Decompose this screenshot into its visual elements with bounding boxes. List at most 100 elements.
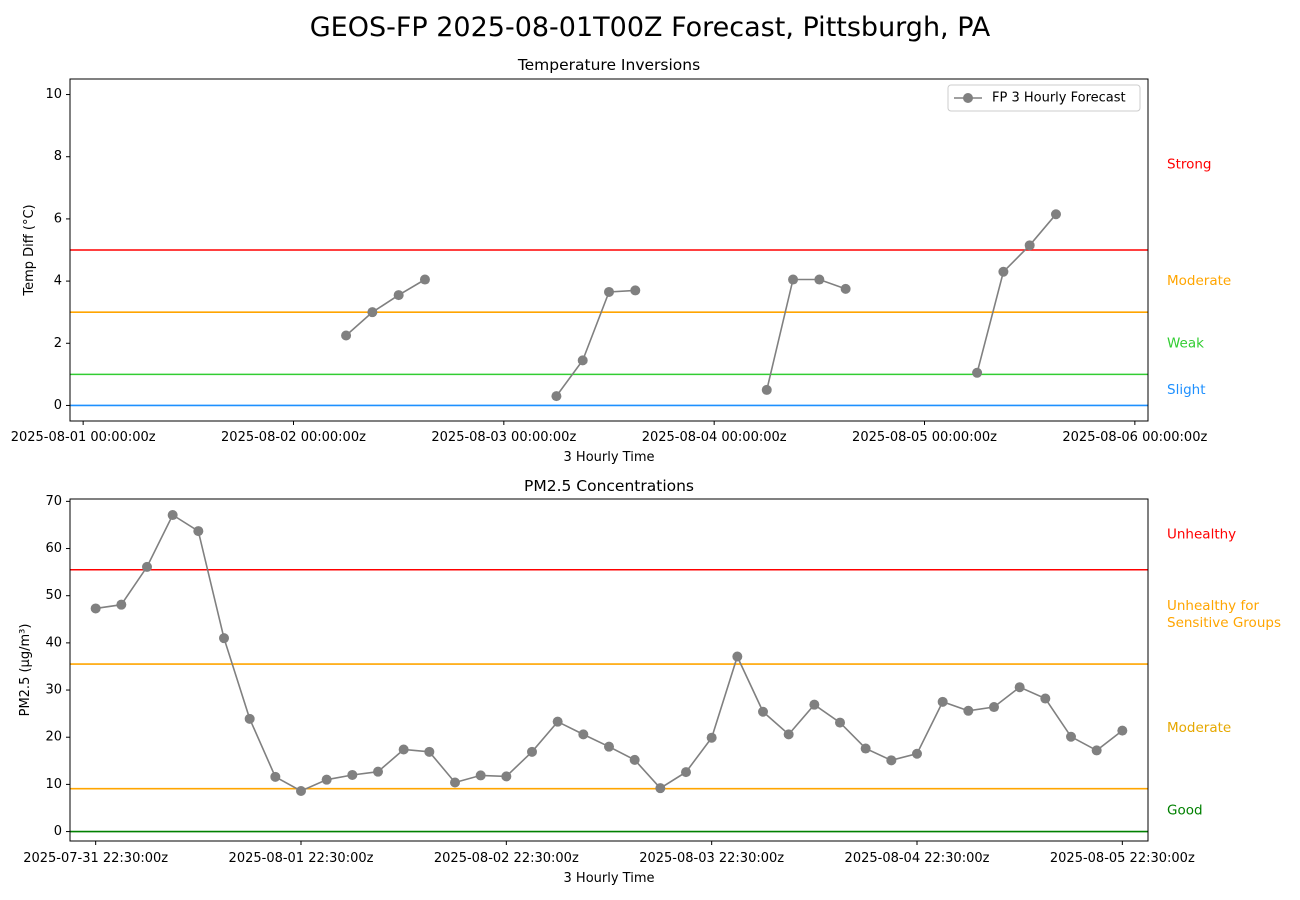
data-point xyxy=(527,746,537,757)
data-point xyxy=(424,746,435,757)
data-point xyxy=(681,767,691,778)
data-point xyxy=(1040,693,1051,704)
x-axis-label: 3 Hourly Time xyxy=(564,450,655,465)
data-point xyxy=(604,741,614,752)
x-tick-label: 2025-08-03 00:00:00z xyxy=(431,430,576,445)
threshold-label: Good xyxy=(1167,802,1203,818)
data-point xyxy=(761,384,772,395)
y-axis-label: Temp Diff (°C) xyxy=(22,204,37,296)
data-point xyxy=(937,696,948,707)
data-point xyxy=(270,771,281,782)
x-tick-label: 2025-08-04 22:30:00z xyxy=(845,851,990,866)
y-axis-label: PM2.5 (µg/m³) xyxy=(18,624,33,717)
series-line xyxy=(766,278,846,391)
data-point xyxy=(90,603,101,614)
data-point xyxy=(116,599,127,610)
data-point xyxy=(219,633,229,644)
series-line xyxy=(345,278,426,337)
figure-title: GEOS-FP 2025-08-01T00Z Forecast, Pittsbu… xyxy=(309,12,991,43)
threshold-label: Moderate xyxy=(1167,720,1231,736)
data-point xyxy=(347,769,358,780)
data-point xyxy=(552,716,563,727)
data-point xyxy=(1024,240,1035,251)
data-point xyxy=(244,713,255,724)
data-point xyxy=(475,770,486,781)
data-point xyxy=(193,526,204,537)
data-point xyxy=(998,266,1009,277)
data-point xyxy=(450,777,460,788)
data-point xyxy=(989,702,999,713)
y-tick-label: 0 xyxy=(54,398,62,413)
data-point xyxy=(296,785,306,796)
data-point xyxy=(604,286,614,297)
threshold-label: Slight xyxy=(1167,382,1206,398)
data-point xyxy=(840,283,851,294)
threshold-label: Strong xyxy=(1167,157,1212,173)
y-tick-label: 10 xyxy=(45,777,62,792)
data-point xyxy=(321,774,332,785)
y-tick-label: 20 xyxy=(45,730,62,745)
data-point xyxy=(758,706,768,717)
legend: FP 3 Hourly Forecast xyxy=(947,84,1141,112)
threshold-label: Moderate xyxy=(1167,273,1231,289)
data-point xyxy=(1091,745,1102,756)
data-point xyxy=(912,748,922,759)
y-tick-label: 0 xyxy=(54,824,62,839)
y-tick-label: 4 xyxy=(54,274,62,289)
data-point xyxy=(835,717,845,728)
y-tick-label: 40 xyxy=(45,635,62,650)
data-point xyxy=(809,699,820,710)
y-tick-label: 60 xyxy=(45,541,62,556)
y-tick-label: 50 xyxy=(45,588,62,603)
data-point xyxy=(419,274,430,285)
chart-panel-2: PM2.5 Concentrations Good Moderate Unhealth… xyxy=(18,477,1281,886)
legend-marker xyxy=(963,93,973,103)
x-tick-label: 2025-08-01 22:30:00z xyxy=(229,851,374,866)
x-tick-label: 2025-08-01 00:00:00z xyxy=(11,430,156,445)
data-point xyxy=(732,651,743,662)
x-tick-label: 2025-08-02 00:00:00z xyxy=(221,430,366,445)
x-tick-label: 2025-08-05 00:00:00z xyxy=(852,430,997,445)
data-point xyxy=(788,274,799,285)
data-point xyxy=(783,729,794,740)
x-tick-label: 2025-08-05 22:30:00z xyxy=(1050,851,1195,866)
data-point xyxy=(1066,731,1076,742)
data-point xyxy=(860,743,871,754)
data-point xyxy=(886,755,897,766)
y-tick-label: 8 xyxy=(54,149,62,164)
data-point xyxy=(629,754,640,765)
data-point xyxy=(501,771,512,782)
data-point xyxy=(814,274,825,285)
legend-box xyxy=(947,84,1141,112)
series-line xyxy=(555,289,636,397)
data-point xyxy=(706,732,717,743)
data-point xyxy=(393,290,404,301)
data-point xyxy=(1014,682,1025,693)
data-point xyxy=(373,766,383,777)
data-point xyxy=(577,355,588,366)
data-point xyxy=(655,783,666,794)
data-point xyxy=(551,391,562,402)
data-point xyxy=(142,561,152,572)
threshold-label: Weak xyxy=(1167,335,1204,351)
x-tick-label: 2025-08-02 22:30:00z xyxy=(434,851,579,866)
data-point xyxy=(367,307,378,318)
chart-title: PM2.5 Concentrations xyxy=(524,477,694,495)
y-tick-label: 6 xyxy=(54,211,62,226)
y-tick-label: 10 xyxy=(45,87,62,102)
series-line xyxy=(976,213,1057,374)
x-axis-label: 3 Hourly Time xyxy=(564,871,655,886)
x-tick-label: 2025-08-06 00:00:00z xyxy=(1062,430,1207,445)
data-point xyxy=(1117,725,1128,736)
chart-panel-1: Temperature Inversions Slight Weak Moderate… xyxy=(11,56,1232,465)
data-point xyxy=(972,367,983,378)
x-tick-label: 2025-08-03 22:30:00z xyxy=(639,851,784,866)
data-point xyxy=(630,285,641,296)
data-point xyxy=(963,705,974,716)
y-tick-label: 30 xyxy=(45,683,62,698)
plot-frame xyxy=(69,498,1149,842)
legend-label: FP 3 Hourly Forecast xyxy=(992,91,1126,106)
data-point xyxy=(578,729,589,740)
data-point xyxy=(1050,209,1061,220)
